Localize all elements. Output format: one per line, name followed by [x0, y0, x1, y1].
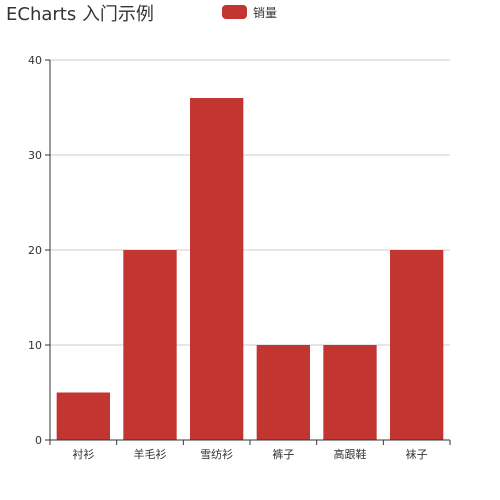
bar[interactable]: [390, 250, 444, 440]
x-tick-label: 高跟鞋: [334, 447, 367, 461]
bar[interactable]: [190, 98, 244, 440]
grid-lines: [50, 59, 450, 346]
x-tick-label: 羊毛衫: [134, 447, 167, 461]
bars: [56, 98, 444, 441]
legend-swatch[interactable]: [222, 5, 247, 19]
legend-label[interactable]: 销量: [253, 5, 278, 20]
legend[interactable]: 销量: [222, 4, 277, 20]
x-tick-label: 袜子: [406, 447, 428, 461]
axes: 0 10 20 30 40 衬衫 羊毛衫 雪纺衫 裤子 高跟鞋 袜子: [28, 54, 451, 461]
y-tick-label: 30: [28, 149, 42, 162]
chart-title: ECharts 入门示例: [6, 4, 154, 25]
bar[interactable]: [123, 250, 177, 440]
bar[interactable]: [323, 345, 377, 440]
bar[interactable]: [256, 345, 310, 440]
y-tick-label: 0: [35, 434, 42, 447]
x-tick-label: 衬衫: [72, 448, 94, 461]
x-tick-label: 雪纺衫: [200, 447, 233, 461]
x-tick-label: 裤子: [272, 447, 294, 461]
y-tick-label: 40: [28, 54, 42, 67]
y-tick-label: 10: [28, 339, 42, 352]
y-tick-label: 20: [28, 244, 42, 257]
bar[interactable]: [56, 392, 110, 441]
